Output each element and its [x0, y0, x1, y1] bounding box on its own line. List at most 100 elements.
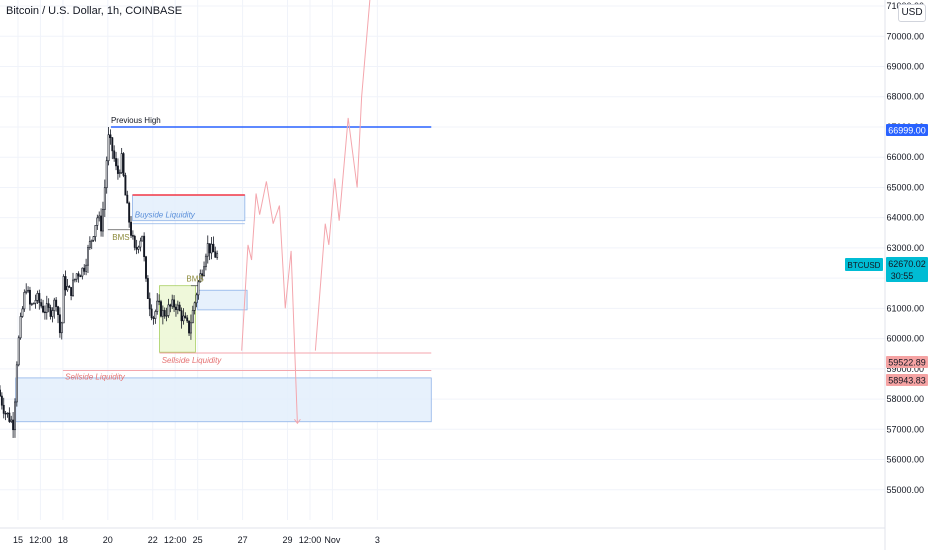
- candle-body: [81, 267, 84, 277]
- candle-body: [195, 294, 198, 304]
- candle: [174, 303, 177, 317]
- candle-body: [64, 276, 67, 291]
- candle: [103, 179, 106, 217]
- candle-body: [167, 304, 170, 316]
- currency-button[interactable]: USD: [898, 4, 926, 22]
- candle: [70, 287, 73, 301]
- y-tick-label: 64000.00: [886, 213, 924, 223]
- candle: [66, 279, 69, 292]
- candle: [45, 295, 48, 320]
- candle: [160, 299, 162, 318]
- candle-body: [199, 273, 202, 283]
- candle: [139, 237, 142, 252]
- x-tick-label: 12:00: [164, 535, 187, 545]
- candle: [90, 239, 93, 250]
- candle-body: [130, 221, 132, 236]
- candle: [122, 152, 125, 178]
- y-tick-label: 59000.00: [886, 364, 924, 374]
- candle-body: [216, 253, 219, 258]
- candle-body: [126, 194, 129, 204]
- candle-body: [176, 304, 179, 311]
- candle-body: [154, 311, 157, 319]
- candle-body: [115, 158, 118, 167]
- candle: [146, 275, 149, 299]
- previous-high-label: Previous High: [111, 116, 161, 125]
- x-tick-label: 27: [238, 535, 248, 545]
- candle: [15, 361, 18, 407]
- sellside-liquidity-label-2: Sellside Liquidity: [162, 356, 223, 365]
- candle: [184, 312, 187, 319]
- candle-body: [43, 311, 46, 314]
- candle: [111, 137, 114, 160]
- candle: [206, 235, 209, 264]
- candle-body: [98, 215, 101, 219]
- candle-body: [58, 314, 61, 334]
- candle-body: [171, 299, 174, 307]
- candle-body: [75, 273, 78, 280]
- candle-body: [111, 137, 114, 152]
- candle: [197, 280, 200, 300]
- candle: [178, 301, 181, 312]
- candle: [51, 307, 54, 323]
- candle-body: [47, 303, 50, 308]
- projection-path-1: [241, 181, 298, 424]
- x-tick-label: 18: [58, 535, 68, 545]
- candle: [72, 272, 74, 297]
- candle: [180, 307, 183, 329]
- candle-body: [6, 412, 9, 415]
- candle-body: [201, 273, 204, 277]
- candle-body: [180, 310, 183, 322]
- candle-body: [146, 278, 149, 299]
- candle: [88, 236, 91, 250]
- candle-body: [184, 315, 187, 319]
- candle: [167, 298, 170, 318]
- current-price-text: 62670.02: [888, 259, 926, 269]
- candle-body: [0, 389, 1, 397]
- candle: [143, 232, 146, 262]
- candle-body: [68, 286, 71, 288]
- horizontal-levels: [62, 126, 432, 372]
- projection-paths: [241, 0, 371, 425]
- level-price-text-1: 59522.89: [888, 358, 926, 368]
- candle: [214, 246, 217, 258]
- candle: [173, 295, 176, 312]
- candle-body: [88, 241, 91, 248]
- candlestick-series: [0, 127, 219, 438]
- candle-body: [19, 316, 22, 339]
- candle-body: [103, 187, 106, 210]
- y-tick-label: 68000.00: [886, 92, 924, 102]
- candle: [113, 145, 116, 162]
- candle-body: [21, 308, 24, 317]
- y-tick-label: 66000.00: [886, 152, 924, 162]
- candle-body: [161, 310, 164, 317]
- candle-body: [30, 303, 33, 305]
- candle: [36, 290, 39, 305]
- candle: [58, 307, 61, 338]
- candle-body: [105, 160, 108, 189]
- y-tick-label: 56000.00: [886, 455, 924, 465]
- candle-body: [83, 267, 86, 272]
- candle: [6, 412, 9, 418]
- candle-body: [60, 322, 63, 334]
- y-tick-label: 58000.00: [886, 394, 924, 404]
- candle: [47, 298, 50, 313]
- candle: [42, 299, 45, 314]
- x-tick-label: 25: [193, 535, 203, 545]
- candle: [100, 208, 103, 237]
- candle: [204, 253, 207, 271]
- candle-body: [191, 310, 194, 324]
- candle-body: [0, 395, 3, 406]
- level-price-text-2: 58943.83: [888, 376, 926, 386]
- candle-body: [17, 337, 20, 366]
- y-tick-label: 70000.00: [886, 31, 924, 41]
- candle: [145, 255, 147, 282]
- candle-body: [14, 401, 16, 431]
- candle-body: [27, 289, 30, 292]
- x-tick-label: Nov: [324, 535, 341, 545]
- previous-high-price-tag: [886, 124, 928, 136]
- candle: [130, 215, 132, 239]
- candle: [124, 172, 127, 196]
- candle-body: [197, 281, 200, 296]
